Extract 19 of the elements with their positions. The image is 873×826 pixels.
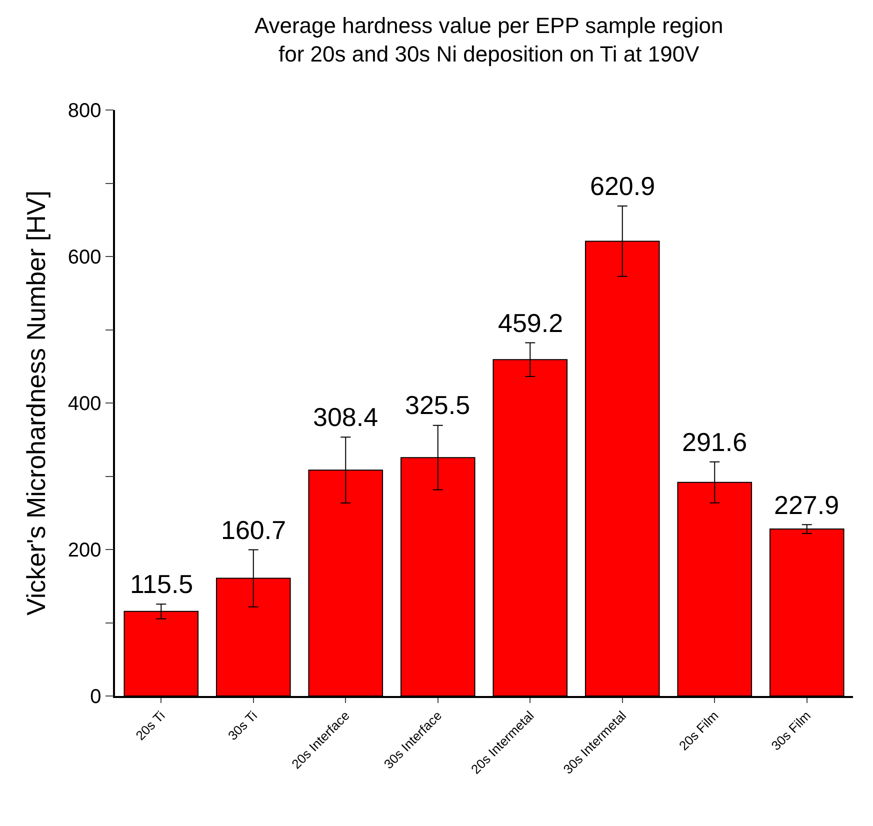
x-tick-label: 20s Film — [676, 708, 722, 754]
y-tick-label: 200 — [68, 540, 102, 562]
y-tick-label: 800 — [68, 100, 102, 122]
data-label: 459.2 — [498, 308, 564, 338]
data-label: 291.6 — [682, 427, 748, 457]
x-tick-label: 30s Film — [768, 708, 814, 754]
data-label: 115.5 — [130, 569, 194, 599]
x-tick-label: 20s Ti — [132, 708, 168, 744]
data-label: 227.9 — [774, 490, 840, 520]
data-label: 325.5 — [405, 390, 470, 420]
y-tick-label: 600 — [68, 246, 102, 268]
chart-title: Average hardness value per EPP sample region for 20s and 30s Ni deposition on Ti at 190V — [254, 13, 724, 67]
y-tick-label: 0 — [90, 686, 102, 708]
data-label: 620.9 — [590, 171, 656, 201]
y-axis-title: Vicker's Microhardness Number [HV] — [20, 190, 51, 616]
data-label: 308.4 — [313, 402, 378, 432]
x-tick-label: 30s Ti — [224, 708, 260, 744]
y-tick-label: 400 — [68, 393, 102, 415]
data-label: 160.7 — [221, 515, 286, 545]
